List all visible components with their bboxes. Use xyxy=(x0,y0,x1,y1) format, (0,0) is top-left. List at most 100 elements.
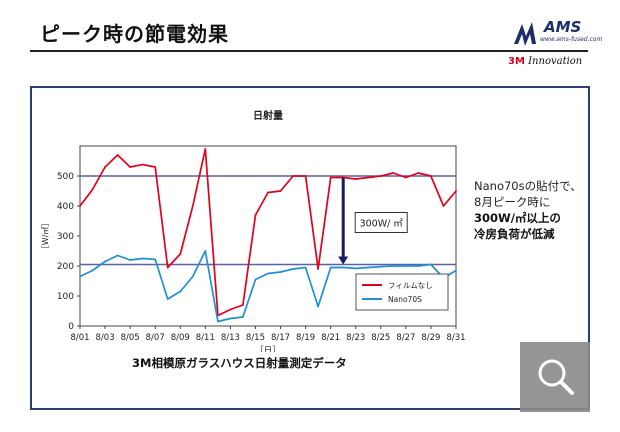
data-point xyxy=(404,176,407,179)
solar-radiation-chart: 日射量 0 100 200 300 400 500 ［W/㎡］ 8/01 8/03 8/05 8/07… xyxy=(41,109,466,352)
data-point xyxy=(379,265,382,268)
x-tick-label: 8/21 xyxy=(321,333,340,343)
data-point xyxy=(442,205,445,207)
brand-mark: 3M xyxy=(508,56,525,67)
chart-caption: 3M相模原ガラスハウス日射量測定データ xyxy=(132,356,347,370)
data-point xyxy=(317,305,320,308)
data-point xyxy=(191,205,194,207)
x-tick-label: 8/29 xyxy=(421,333,440,343)
data-point xyxy=(455,190,457,192)
x-tick-label: 8/15 xyxy=(246,333,265,343)
data-point xyxy=(141,257,144,260)
data-point xyxy=(267,272,269,275)
x-tick-label: 8/23 xyxy=(346,333,365,343)
data-point xyxy=(154,166,157,168)
zoom-button[interactable] xyxy=(520,342,590,412)
annotation-arrow-head xyxy=(338,256,349,265)
data-point xyxy=(392,265,395,267)
legend-label-0: フィルムなし xyxy=(388,281,433,290)
x-tick-label: 8/19 xyxy=(296,333,315,343)
x-tick-label: 8/31 xyxy=(446,333,465,343)
data-point xyxy=(154,258,157,261)
data-point xyxy=(229,308,232,311)
data-point xyxy=(79,205,81,207)
x-tick-label: 8/11 xyxy=(196,333,215,343)
data-point xyxy=(379,175,382,177)
data-point xyxy=(79,275,81,278)
y-tick-label: 200 xyxy=(57,262,74,272)
data-point xyxy=(354,178,357,180)
logo-url: www.ams-fused.com xyxy=(540,36,603,43)
data-point xyxy=(455,269,457,272)
data-point xyxy=(367,176,370,179)
data-point xyxy=(91,188,94,191)
y-tick-label: 500 xyxy=(57,172,74,182)
data-point xyxy=(329,266,332,269)
data-point xyxy=(342,176,345,179)
data-point xyxy=(129,259,132,261)
data-point xyxy=(304,175,307,177)
legend-box xyxy=(355,273,449,311)
data-point xyxy=(304,266,307,269)
search-icon xyxy=(538,359,574,395)
y-axis-label: ［W/㎡］ xyxy=(41,219,50,254)
data-point xyxy=(279,190,282,192)
data-point xyxy=(267,191,269,194)
x-tick-label: 8/01 xyxy=(70,333,89,343)
data-point xyxy=(430,263,432,266)
data-point xyxy=(204,250,207,252)
x-tick-label: 8/03 xyxy=(96,333,115,343)
legend-label-1: Nano70S xyxy=(388,295,422,304)
data-point xyxy=(417,265,420,267)
x-tick-label: 8/09 xyxy=(171,333,190,343)
data-point xyxy=(404,265,407,267)
x-tick-label: 8/07 xyxy=(146,333,165,343)
note-line-3: 300W/㎡以上の xyxy=(474,211,561,225)
data-point xyxy=(179,253,182,255)
data-point xyxy=(242,304,244,306)
data-point xyxy=(179,290,182,293)
chart-frame xyxy=(30,86,590,410)
data-point xyxy=(104,166,106,168)
ams-logo-icon xyxy=(514,22,536,46)
data-point xyxy=(191,275,194,278)
x-tick-label: 8/13 xyxy=(221,333,240,343)
data-point xyxy=(141,163,144,166)
x-axis-label: ［日］ xyxy=(255,346,281,352)
data-point xyxy=(129,166,132,168)
brand-text: Innovation xyxy=(528,56,583,67)
data-point xyxy=(166,266,169,269)
data-point xyxy=(292,268,294,270)
y-tick-label: 400 xyxy=(57,202,74,212)
annotation-label: 300W/ ㎡ xyxy=(360,219,404,230)
data-point xyxy=(116,154,119,156)
brand-line: 3M Innovation xyxy=(508,56,582,67)
page-title: ピーク時の節電効果 xyxy=(40,22,229,46)
effect-note: Nano70sの貼付で、 8月ピーク時に 300W/㎡以上の 冷房負荷が低減 xyxy=(474,178,582,242)
data-point xyxy=(342,266,345,269)
data-point xyxy=(430,175,432,177)
x-tick-label: 8/17 xyxy=(271,333,290,343)
data-point xyxy=(116,254,119,257)
data-point xyxy=(354,267,357,270)
data-point xyxy=(91,269,94,272)
chart-title: 日射量 xyxy=(253,109,283,122)
annotation-box xyxy=(354,212,408,233)
note-line-1: Nano70sの貼付で、 xyxy=(474,179,582,193)
title-divider xyxy=(30,50,588,52)
note-line-2: 8月ピーク時に xyxy=(474,195,551,209)
data-point xyxy=(292,175,294,177)
x-tick-label: 8/05 xyxy=(121,333,140,343)
data-point xyxy=(254,278,257,281)
data-point xyxy=(317,268,320,270)
y-tick-label: 100 xyxy=(57,292,74,302)
y-tick-label: 300 xyxy=(57,232,74,242)
data-point xyxy=(329,176,332,179)
data-point xyxy=(216,320,219,323)
data-point xyxy=(204,148,207,150)
data-point xyxy=(417,172,420,174)
data-point xyxy=(367,266,370,269)
data-point xyxy=(254,214,257,216)
data-point xyxy=(392,172,395,174)
data-point xyxy=(229,317,232,320)
